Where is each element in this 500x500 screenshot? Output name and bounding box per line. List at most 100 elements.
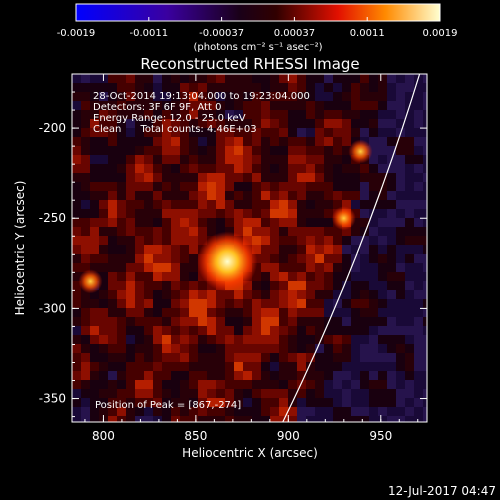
heatmap-cell — [234, 362, 243, 371]
heatmap-cell — [216, 74, 225, 83]
heatmap-cell — [117, 218, 126, 227]
heatmap-cell — [405, 218, 414, 227]
heatmap-cell — [108, 308, 117, 317]
heatmap-cell — [90, 119, 99, 128]
heatmap-cell — [405, 281, 414, 290]
heatmap-cell — [333, 92, 342, 101]
heatmap-cell — [333, 74, 342, 83]
heatmap-cell — [279, 272, 288, 281]
heatmap-cell — [378, 407, 387, 416]
heatmap-cell — [144, 380, 153, 389]
heatmap-cell — [288, 83, 297, 92]
heatmap-cell — [90, 317, 99, 326]
heatmap-cell — [243, 308, 252, 317]
heatmap-cell — [189, 236, 198, 245]
heatmap-cell — [207, 200, 216, 209]
heatmap-cell — [180, 335, 189, 344]
heatmap-cell — [144, 146, 153, 155]
heatmap-cell — [333, 344, 342, 353]
heatmap-cell — [261, 200, 270, 209]
heatmap-cell — [387, 344, 396, 353]
heatmap-cell — [306, 146, 315, 155]
heatmap-cell — [117, 344, 126, 353]
heatmap-cell — [279, 407, 288, 416]
heatmap-cell — [117, 263, 126, 272]
heatmap-cell — [126, 389, 135, 398]
heatmap-cell — [279, 371, 288, 380]
heatmap-cell — [180, 254, 189, 263]
heatmap-cell — [270, 227, 279, 236]
heatmap-cell — [378, 218, 387, 227]
colorbar-tick-label: -0.0019 — [57, 28, 96, 39]
heatmap-cell — [171, 389, 180, 398]
heatmap-cell — [180, 389, 189, 398]
heatmap-cell — [90, 380, 99, 389]
heatmap-cell — [153, 209, 162, 218]
heatmap-cell — [369, 101, 378, 110]
heatmap-cell — [99, 299, 108, 308]
heatmap-cell — [387, 263, 396, 272]
heatmap-cell — [90, 218, 99, 227]
colorbar-tick-label: -0.0011 — [129, 28, 168, 39]
heatmap-cell — [324, 164, 333, 173]
heatmap-cell — [171, 398, 180, 407]
heatmap-cell — [117, 74, 126, 83]
heatmap-cell — [153, 272, 162, 281]
heatmap-cell — [360, 110, 369, 119]
heatmap-cell — [216, 119, 225, 128]
heatmap-cell — [315, 362, 324, 371]
heatmap-cell — [252, 155, 261, 164]
heatmap-cell — [324, 155, 333, 164]
heatmap-cell — [351, 110, 360, 119]
heatmap-cell — [306, 101, 315, 110]
heatmap-cell — [279, 326, 288, 335]
heatmap-cell — [243, 191, 252, 200]
heatmap-cell — [126, 92, 135, 101]
heatmap-cell — [135, 74, 144, 83]
heatmap-cell — [180, 191, 189, 200]
heatmap-cell — [171, 92, 180, 101]
heatmap-cell — [378, 92, 387, 101]
heatmap-cell — [378, 380, 387, 389]
heatmap-cell — [288, 137, 297, 146]
heatmap-cell — [216, 137, 225, 146]
timestamp: 12-Jul-2017 04:47 — [388, 484, 496, 498]
colorbar-tick-label: -0.00037 — [199, 28, 244, 39]
heatmap-cell — [297, 389, 306, 398]
heatmap-cell — [144, 344, 153, 353]
heatmap-cell — [351, 362, 360, 371]
heatmap-cell — [414, 353, 423, 362]
heatmap-cell — [306, 398, 315, 407]
heatmap-cell — [405, 371, 414, 380]
heatmap-cell — [279, 155, 288, 164]
heatmap-cell — [144, 128, 153, 137]
heatmap-cell — [99, 92, 108, 101]
heatmap-cell — [81, 398, 90, 407]
heatmap-cell — [369, 380, 378, 389]
heatmap-cell — [135, 119, 144, 128]
heatmap-cell — [153, 182, 162, 191]
heatmap-cell — [180, 128, 189, 137]
heatmap-cell — [333, 380, 342, 389]
heatmap-cell — [342, 335, 351, 344]
heatmap-cell — [423, 398, 427, 407]
heatmap-cell — [306, 200, 315, 209]
heatmap-cell — [423, 191, 427, 200]
heatmap-cell — [72, 380, 81, 389]
heatmap-cell — [351, 380, 360, 389]
heatmap-cell — [225, 218, 234, 227]
heatmap-cell — [216, 92, 225, 101]
heatmap-cell — [81, 317, 90, 326]
heatmap-cell — [189, 317, 198, 326]
heatmap-cell — [135, 83, 144, 92]
heatmap-cell — [90, 155, 99, 164]
heatmap-cell — [405, 380, 414, 389]
heatmap-cell — [225, 344, 234, 353]
colorbar: -0.0019 -0.0011 -0.00037 0.00037 0.0011 0.001… — [57, 3, 458, 53]
heatmap-cell — [81, 227, 90, 236]
secondary-source — [331, 206, 356, 231]
heatmap-cell — [153, 353, 162, 362]
heatmap-cell — [261, 119, 270, 128]
heatmap-cell — [135, 155, 144, 164]
heatmap-cell — [234, 326, 243, 335]
